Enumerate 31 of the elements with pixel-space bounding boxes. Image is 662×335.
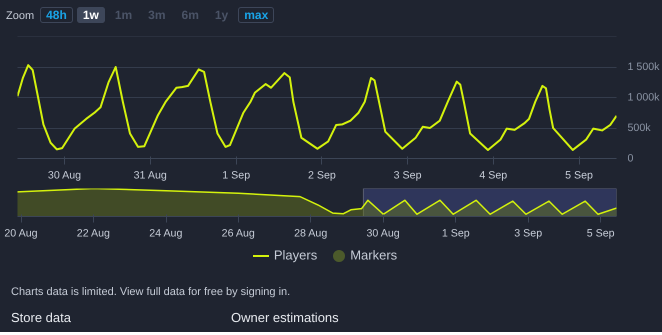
text: Store data <box>11 308 72 327</box>
x-tick-label: 30 Aug <box>48 170 82 182</box>
x-tick-label: 2 Sep <box>308 170 336 182</box>
text: max <box>238 7 274 23</box>
y-tick-label: 1 500k <box>628 61 660 73</box>
legend-item: Players <box>252 248 318 262</box>
y-tick-label: 1 000k <box>628 92 660 104</box>
x-tick-label: 1 Sep <box>222 170 250 182</box>
x-tick-label: 1 Sep <box>442 228 470 240</box>
text: 48h <box>40 7 73 23</box>
x-tick-label: 30 Aug <box>366 228 400 240</box>
legend-item: Markers <box>333 248 398 262</box>
x-tick-label: 5 Sep <box>586 228 615 240</box>
x-tick-label: 22 Aug <box>76 228 110 240</box>
legend-label: Markers <box>350 248 398 263</box>
text: Owner estimations <box>231 308 340 327</box>
text: 1w <box>76 7 105 23</box>
legend-label: Players <box>274 248 318 263</box>
x-tick-label: 4 Sep <box>479 170 508 182</box>
y-tick-label: 0 <box>628 152 634 164</box>
text: Charts data is limited. View full data for free by signing in. <box>11 285 292 300</box>
x-tick-label: 26 Aug <box>222 228 255 240</box>
x-tick-label: 3 Sep <box>514 228 542 240</box>
y-tick-label: 500k <box>628 122 652 134</box>
x-tick-label: 3 Sep <box>394 170 422 182</box>
x-tick-label: 28 Aug <box>294 228 328 240</box>
x-tick-label: 20 Aug <box>4 228 38 240</box>
x-tick-label: 5 Sep <box>565 170 594 182</box>
x-tick-label: 31 Aug <box>134 170 167 182</box>
text: Zoom <box>6 10 34 22</box>
x-tick-label: 24 Aug <box>149 228 182 240</box>
